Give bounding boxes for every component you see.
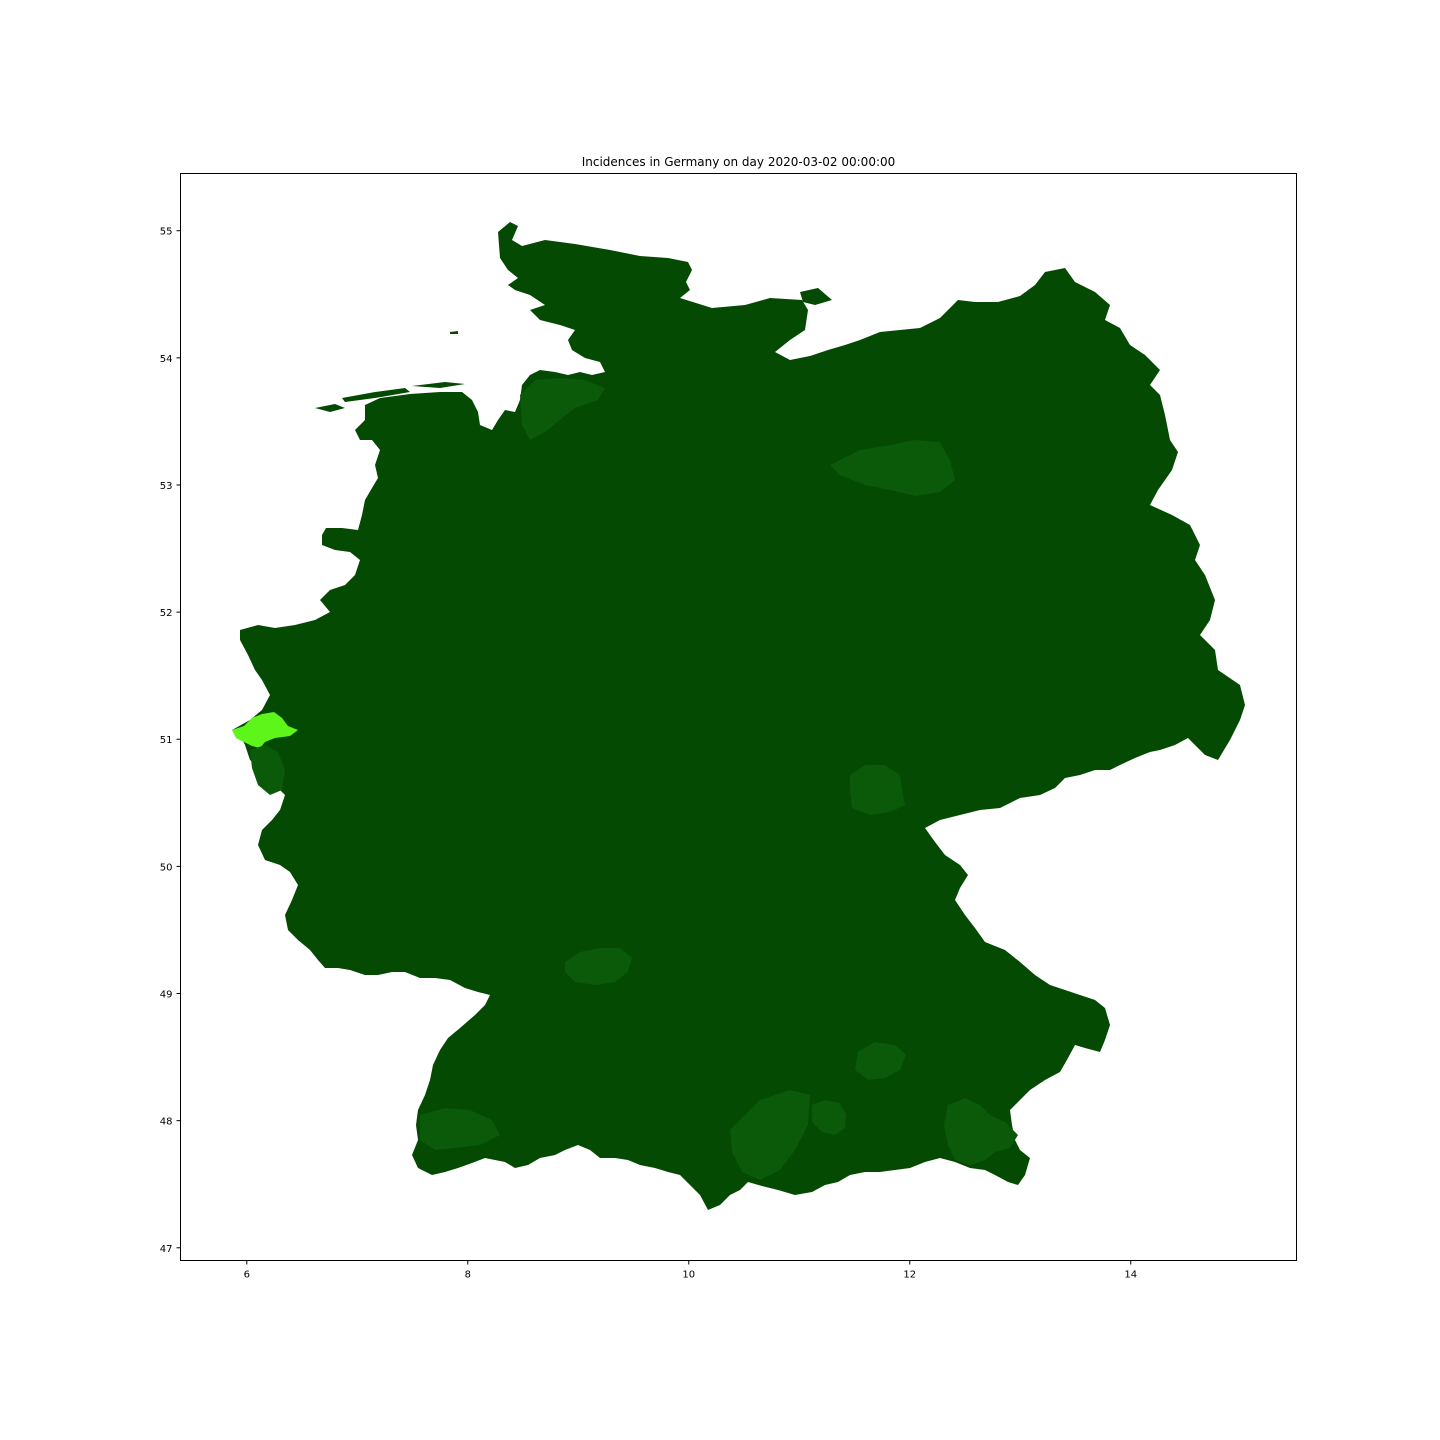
island: [515, 262, 535, 272]
y-tick-label: 51: [160, 735, 173, 746]
region-low: [250, 745, 285, 795]
y-tick-label: 47: [160, 1244, 173, 1255]
island: [1110, 338, 1155, 372]
x-tick-label: 12: [903, 1270, 916, 1281]
x-tick-label: 14: [1124, 1270, 1137, 1281]
island: [315, 404, 345, 412]
region-low: [420, 1108, 500, 1150]
y-tick-label: 54: [160, 354, 173, 365]
chart-title: Incidences in Germany on day 2020-03-02 …: [581, 155, 896, 169]
germany-mainland: [232, 222, 1245, 1210]
y-tick-label: 53: [160, 481, 173, 492]
y-tick-label: 52: [160, 608, 173, 619]
y-tick-label: 50: [160, 862, 173, 873]
y-tick-label: 48: [160, 1117, 173, 1128]
island: [342, 388, 410, 402]
island: [412, 382, 465, 388]
region-low: [565, 948, 632, 985]
region-low: [730, 1090, 810, 1180]
region-low: [850, 765, 905, 815]
y-tick-label: 49: [160, 990, 173, 1001]
region-low: [855, 1042, 906, 1080]
island: [800, 288, 832, 305]
x-tick-label: 10: [682, 1270, 695, 1281]
region-low: [944, 1098, 1018, 1165]
y-axis: 47 48 49 50 51 52 53 54 55: [160, 227, 181, 1255]
x-tick-label: 6: [244, 1270, 250, 1281]
x-tick-label: 8: [465, 1270, 471, 1281]
island: [540, 282, 575, 298]
region-low: [812, 1100, 846, 1135]
region-low: [830, 440, 955, 496]
y-tick-label: 55: [160, 227, 173, 238]
region-high-incidence: [232, 712, 298, 748]
x-axis: 6 8 10 12 14: [244, 1260, 1137, 1281]
island: [450, 331, 458, 334]
region-low: [520, 378, 605, 440]
